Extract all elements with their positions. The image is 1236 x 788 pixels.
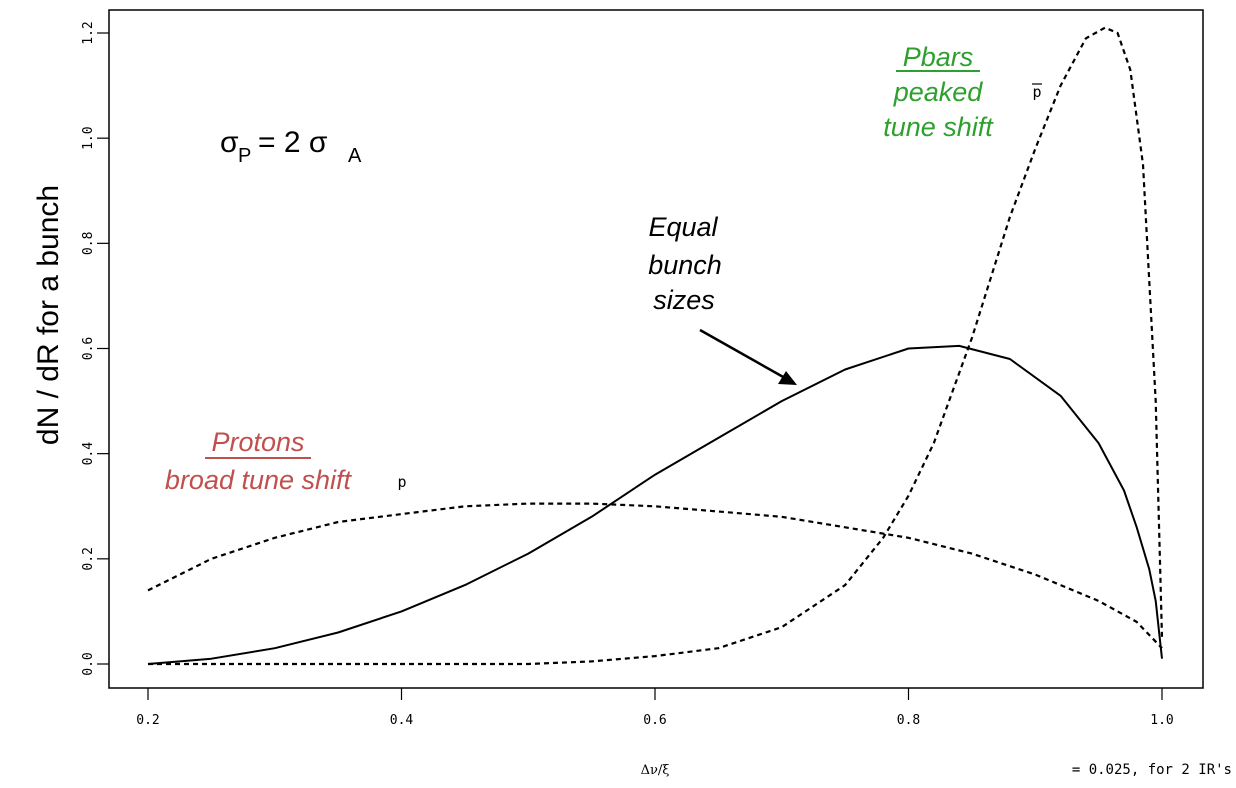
y-tick-label: 0.8 — [81, 232, 96, 255]
series-group — [147, 26, 1164, 666]
sigma-equation: = 2 σ — [258, 126, 328, 159]
y-tick-label: 0.4 — [81, 442, 96, 466]
x-axis-label: Δν/ξ — [641, 763, 670, 778]
axes: 0.2 0.4 0.6 0.8 1.0 0.0 0.2 0.4 0.6 0.8 1.0 1.2 — [81, 21, 1174, 728]
y-tick-label: 1.0 — [81, 126, 96, 149]
pbar-symbol: p — [1032, 83, 1041, 101]
plot-frame — [108, 9, 1204, 689]
sigma-subscript-a: A — [348, 145, 362, 167]
pbars-title: Pbars — [903, 42, 974, 72]
x-axis-note: = 0.025, for 2 IR's — [1072, 762, 1232, 778]
equal-label-line2: bunch — [648, 250, 722, 280]
equal-arrow-head — [778, 371, 797, 385]
series-line-2 — [147, 502, 1163, 649]
y-tick-label: 1.2 — [81, 21, 96, 44]
sigma-subscript-p: P — [238, 145, 251, 167]
equal-label-line3: sizes — [653, 285, 715, 315]
series-line-1 — [147, 344, 1163, 665]
x-tick-label: 0.6 — [643, 713, 666, 728]
equal-bunch-annotation: Equal bunch sizes — [648, 212, 797, 385]
pbars-line3: tune shift — [883, 112, 994, 142]
protons-line2: broad tune shift — [165, 465, 353, 495]
y-tick-label: 0.0 — [81, 652, 96, 675]
proton-symbol: p — [397, 473, 406, 491]
protons-title: Protons — [211, 427, 304, 457]
pbars-line2: peaked — [893, 77, 984, 107]
y-axis-label: dN / dR for a bunch — [32, 185, 65, 445]
equal-label-line1: Equal — [648, 212, 718, 242]
x-tick-label: 0.8 — [897, 713, 920, 728]
sigma-symbol: σ — [220, 126, 239, 159]
x-tick-label: 1.0 — [1150, 713, 1173, 728]
series-line-3 — [148, 26, 1164, 666]
protons-annotation: Protons broad tune shift p — [165, 427, 407, 495]
y-tick-label: 0.2 — [81, 547, 96, 570]
pbars-annotation: Pbars peaked tune shift p — [883, 42, 1042, 142]
x-tick-label: 0.2 — [136, 713, 159, 728]
y-tick-label: 0.6 — [81, 337, 96, 360]
x-tick-label: 0.4 — [390, 713, 414, 728]
equal-arrow-shaft — [699, 328, 786, 380]
sigma-annotation: σ P = 2 σ A — [220, 126, 362, 167]
